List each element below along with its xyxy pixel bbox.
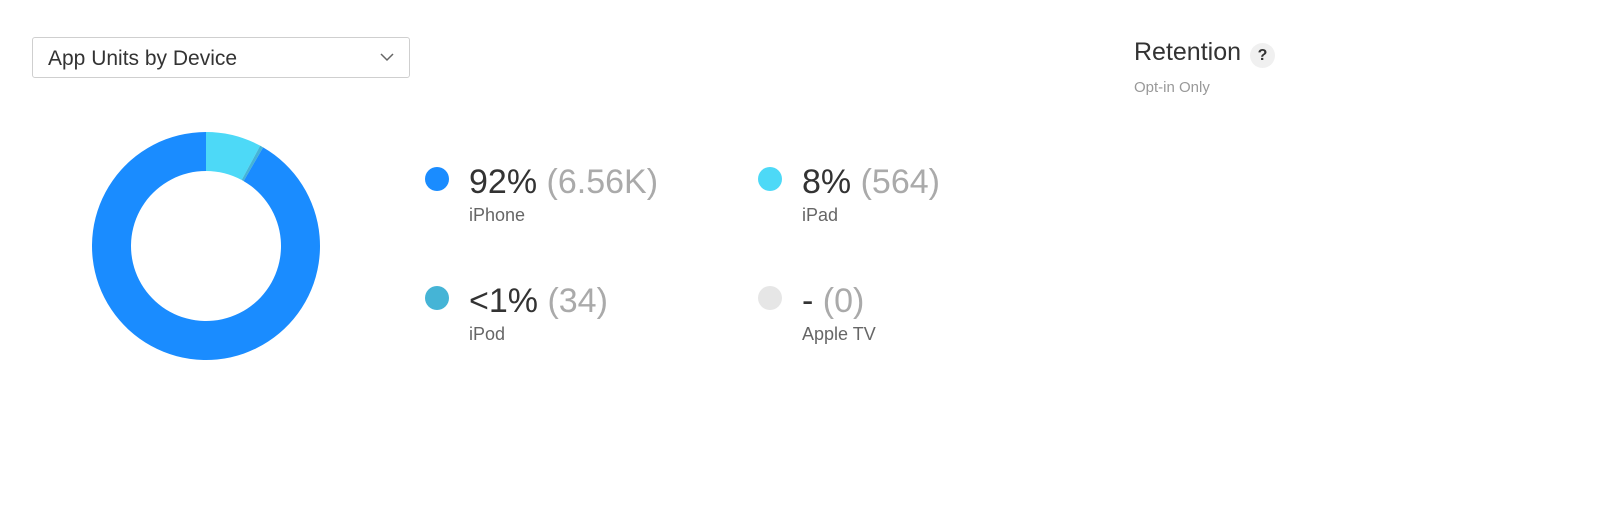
legend-percent: 8% <box>802 163 852 201</box>
legend-value-apple-tv: - (0) <box>802 281 864 321</box>
retention-subtitle: Opt-in Only <box>1134 79 1210 96</box>
legend-percent: <1% <box>469 282 538 320</box>
legend-label: iPhone <box>469 205 526 225</box>
legend-label: Apple TV <box>802 324 876 344</box>
legend-dot-ipod <box>425 286 449 310</box>
donut-slice-ipod <box>241 145 264 182</box>
legend-dot-ipad <box>758 167 782 191</box>
donut-slice-iphone <box>92 132 320 360</box>
legend-value-ipad: 8% (564) <box>802 162 940 202</box>
legend-percent: 92% <box>469 163 538 201</box>
legend-value-ipod: <1% (34) <box>469 281 608 321</box>
legend-count: (6.56K) <box>546 163 659 201</box>
legend-label: iPad <box>802 205 839 225</box>
legend-count: (34) <box>547 282 608 320</box>
legend-count: (0) <box>822 282 865 320</box>
legend-percent: - <box>802 282 814 320</box>
legend-value-iphone: 92% (6.56K) <box>469 162 658 202</box>
device-donut-chart <box>92 132 320 360</box>
chevron-down-icon <box>380 53 394 62</box>
retention-title: Retention <box>1134 38 1242 66</box>
donut-slice-ipad <box>206 132 261 181</box>
dropdown-selected-label: App Units by Device <box>48 47 238 70</box>
legend-label: iPod <box>469 324 506 344</box>
legend-dot-iphone <box>425 167 449 191</box>
question-mark-icon[interactable]: ? <box>1250 43 1275 68</box>
legend-dot-apple-tv <box>758 286 782 310</box>
legend-count: (564) <box>860 163 940 201</box>
device-metric-dropdown[interactable]: App Units by Device <box>32 37 410 78</box>
